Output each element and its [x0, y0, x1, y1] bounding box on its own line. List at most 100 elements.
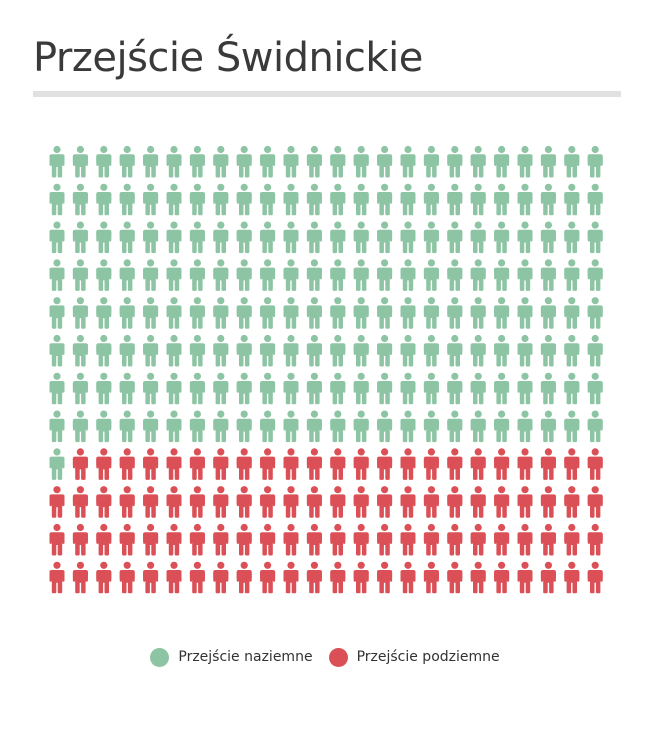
- person-icon: [72, 183, 88, 216]
- person-icon: [213, 297, 229, 329]
- person-icon: [377, 372, 393, 405]
- person-icon: [587, 145, 603, 178]
- person-icon: [306, 486, 322, 518]
- person-icon: [564, 259, 580, 291]
- person-icon: [564, 372, 580, 405]
- person-icon: [470, 183, 486, 216]
- person-icon: [306, 523, 322, 556]
- person-icon: [119, 561, 135, 594]
- person-icon: [213, 448, 229, 480]
- person-icon: [119, 410, 135, 443]
- person-icon: [306, 410, 322, 443]
- person-icon: [306, 334, 322, 367]
- person-icon: [587, 334, 603, 367]
- person-icon: [564, 183, 580, 216]
- person-icon: [564, 221, 580, 254]
- person-icon: [540, 486, 556, 518]
- person-icon: [494, 523, 510, 556]
- person-icon: [423, 221, 439, 254]
- person-icon: [96, 523, 112, 556]
- person-icon: [143, 145, 159, 178]
- person-icon: [96, 334, 112, 367]
- person-icon: [72, 259, 88, 291]
- person-icon: [213, 145, 229, 178]
- person-icon: [517, 297, 533, 329]
- person-icon: [96, 145, 112, 178]
- person-icon: [470, 448, 486, 480]
- person-icon: [236, 259, 252, 291]
- person-icon: [587, 297, 603, 329]
- person-icon: [189, 183, 205, 216]
- person-icon: [377, 448, 393, 480]
- person-icon: [400, 145, 416, 178]
- person-icon: [236, 523, 252, 556]
- person-icon: [306, 372, 322, 405]
- person-icon: [587, 561, 603, 594]
- person-icon: [189, 259, 205, 291]
- person-icon: [143, 561, 159, 594]
- person-icon: [353, 183, 369, 216]
- legend-item-naziemne: Przejście naziemne: [150, 647, 313, 667]
- person-icon: [517, 334, 533, 367]
- person-icon: [96, 183, 112, 216]
- person-icon: [189, 372, 205, 405]
- pictogram-icons: [49, 145, 603, 594]
- person-icon: [213, 410, 229, 443]
- person-icon: [283, 145, 299, 178]
- person-icon: [49, 145, 65, 178]
- person-icon: [400, 183, 416, 216]
- person-icon: [166, 183, 182, 216]
- person-icon: [72, 145, 88, 178]
- person-icon: [423, 334, 439, 367]
- person-icon: [377, 410, 393, 443]
- person-icon: [423, 145, 439, 178]
- person-icon: [423, 448, 439, 480]
- person-icon: [213, 486, 229, 518]
- person-icon: [49, 448, 65, 480]
- person-icon: [470, 486, 486, 518]
- person-icon: [166, 561, 182, 594]
- person-icon: [447, 372, 463, 405]
- person-icon: [540, 297, 556, 329]
- person-icon: [494, 448, 510, 480]
- person-icon: [143, 523, 159, 556]
- person-icon: [283, 221, 299, 254]
- person-icon: [306, 448, 322, 480]
- person-icon: [353, 372, 369, 405]
- person-icon: [236, 221, 252, 254]
- person-icon: [119, 523, 135, 556]
- person-icon: [353, 259, 369, 291]
- person-icon: [400, 523, 416, 556]
- person-icon: [377, 297, 393, 329]
- person-icon: [564, 561, 580, 594]
- person-icon: [587, 523, 603, 556]
- person-icon: [494, 259, 510, 291]
- person-icon: [330, 448, 346, 480]
- person-icon: [400, 486, 416, 518]
- person-icon: [166, 372, 182, 405]
- person-icon: [143, 297, 159, 329]
- person-icon: [143, 372, 159, 405]
- person-icon: [166, 221, 182, 254]
- person-icon: [470, 410, 486, 443]
- person-icon: [236, 145, 252, 178]
- person-icon: [423, 259, 439, 291]
- person-icon: [49, 334, 65, 367]
- person-icon: [470, 523, 486, 556]
- person-icon: [283, 259, 299, 291]
- person-icon: [49, 297, 65, 329]
- person-icon: [260, 259, 276, 291]
- person-icon: [213, 523, 229, 556]
- person-icon: [494, 334, 510, 367]
- person-icon: [377, 183, 393, 216]
- person-icon: [587, 259, 603, 291]
- person-icon: [260, 448, 276, 480]
- person-icon: [564, 523, 580, 556]
- title-divider: [33, 91, 621, 97]
- person-icon: [119, 221, 135, 254]
- pictogram-chart: [49, 145, 603, 594]
- person-icon: [353, 410, 369, 443]
- person-icon: [540, 448, 556, 480]
- person-icon: [119, 334, 135, 367]
- person-icon: [166, 448, 182, 480]
